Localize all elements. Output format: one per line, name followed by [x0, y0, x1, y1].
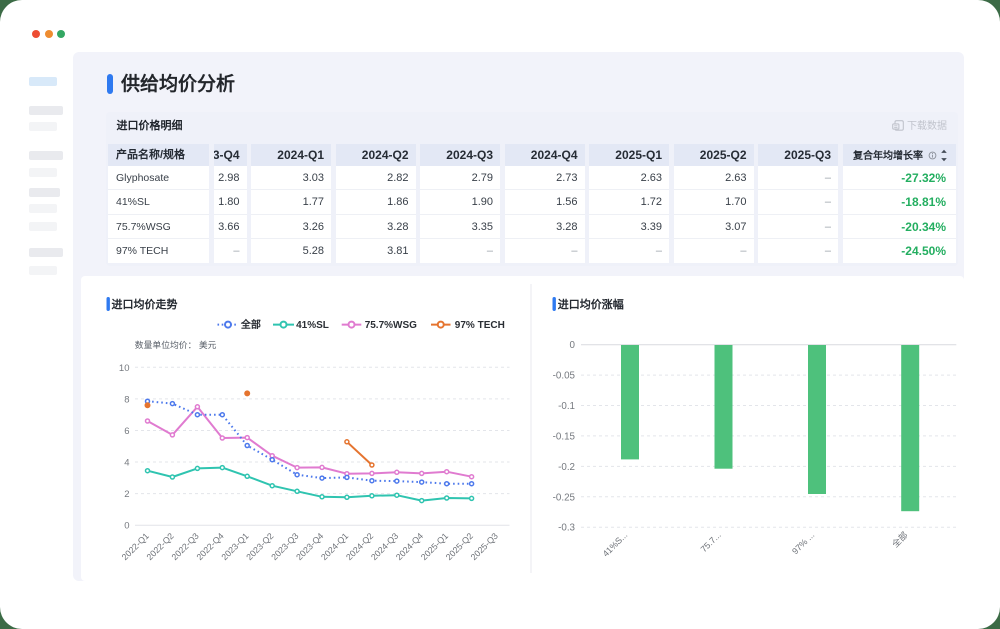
svg-text:进口均价走势: 进口均价走势 [112, 297, 178, 311]
svg-text:8: 8 [124, 394, 129, 405]
svg-text:97% ...: 97% ... [790, 530, 816, 556]
svg-text:-0.15: -0.15 [553, 431, 576, 442]
svg-text:10: 10 [119, 363, 130, 374]
svg-text:41%S...: 41%S... [601, 530, 630, 559]
svg-text:2: 2 [124, 489, 129, 500]
svg-text:75.7...: 75.7... [699, 530, 723, 554]
svg-text:进口均价涨幅: 进口均价涨幅 [558, 297, 624, 311]
svg-text:-0.2: -0.2 [558, 462, 575, 473]
svg-text:2025-Q3: 2025-Q3 [469, 531, 500, 562]
svg-text:75.7%WSG: 75.7%WSG [365, 320, 417, 331]
svg-text:全部: 全部 [889, 529, 909, 549]
svg-text:-0.1: -0.1 [558, 401, 575, 412]
svg-text:41%SL: 41%SL [296, 320, 329, 331]
svg-text:0: 0 [124, 521, 129, 532]
svg-text:0: 0 [570, 340, 576, 351]
svg-text:6: 6 [124, 426, 129, 437]
svg-text:4: 4 [124, 458, 129, 469]
svg-text:-0.05: -0.05 [553, 371, 576, 382]
svg-text:97% TECH: 97% TECH [455, 320, 505, 331]
svg-text:-0.25: -0.25 [553, 492, 576, 503]
svg-text:-0.3: -0.3 [558, 523, 575, 534]
svg-text:数量单位均价： 美元: 数量单位均价： 美元 [135, 339, 217, 350]
svg-text:全部: 全部 [240, 318, 261, 331]
